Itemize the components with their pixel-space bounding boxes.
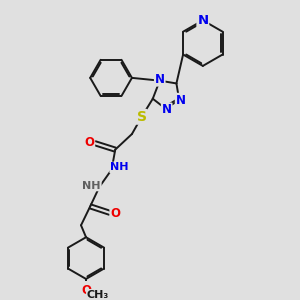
Text: NH: NH [110, 162, 129, 172]
Text: N: N [155, 73, 165, 86]
Text: S: S [137, 110, 147, 124]
Text: N: N [197, 14, 208, 27]
Text: O: O [84, 136, 94, 149]
Text: O: O [81, 284, 91, 297]
Text: N: N [162, 103, 172, 116]
Text: CH₃: CH₃ [87, 290, 109, 299]
Text: NH: NH [82, 181, 101, 190]
Text: O: O [110, 207, 120, 220]
Text: N: N [176, 94, 186, 106]
